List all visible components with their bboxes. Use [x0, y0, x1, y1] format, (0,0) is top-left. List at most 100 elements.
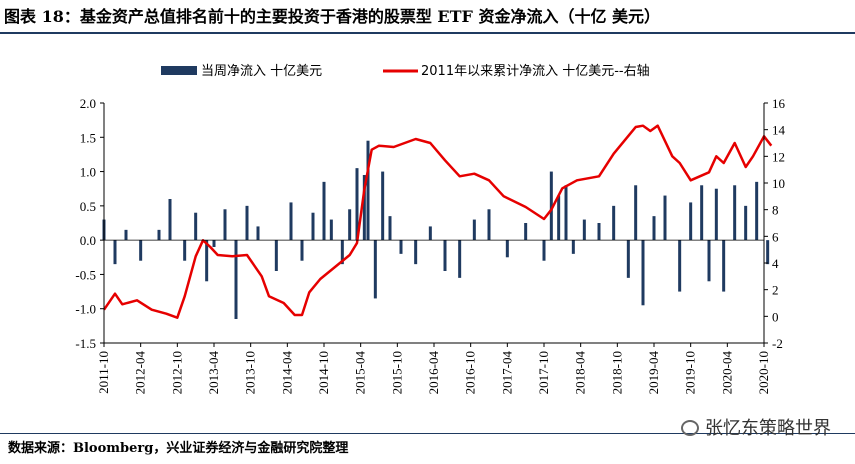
bar — [722, 240, 726, 292]
legend-bar-swatch — [161, 66, 197, 75]
bar — [549, 171, 553, 241]
bar — [399, 240, 403, 254]
legend-label-weekly: 当周净流入 十亿美元 — [201, 64, 322, 79]
bar — [689, 202, 693, 241]
bar — [472, 219, 476, 241]
y-left-tick-label: 0.5 — [80, 199, 96, 214]
bar — [557, 195, 561, 241]
bar — [626, 240, 630, 278]
bar — [348, 209, 352, 241]
y-right-tick-label: 12 — [772, 149, 785, 164]
x-tick-label: 2016-04 — [426, 351, 441, 395]
y-right-tick-label: 6 — [772, 229, 779, 244]
bar — [373, 240, 377, 299]
bar — [505, 240, 509, 258]
bar — [355, 168, 359, 241]
x-tick-label: 2013-10 — [243, 351, 258, 394]
bar — [388, 216, 392, 241]
title-divider — [0, 32, 855, 34]
bar — [542, 240, 546, 261]
chart-title: 图表 18：基金资产总值排名前十的主要投资于香港的股票型 ETF 资金净流入（十… — [4, 7, 661, 26]
x-tick-label: 2014-10 — [316, 351, 331, 394]
bar — [612, 205, 616, 241]
x-tick-label: 2018-10 — [609, 351, 624, 394]
bar — [300, 240, 304, 261]
bar-series-weekly-inflow — [102, 140, 770, 319]
watermark-text: 张忆东策略世界 — [705, 418, 831, 439]
bar — [443, 240, 447, 271]
x-tick-label: 2012-10 — [169, 351, 184, 394]
bar — [274, 240, 278, 271]
wechat-icon — [681, 420, 699, 436]
bar — [571, 240, 575, 254]
bar — [524, 223, 528, 241]
bar — [755, 181, 759, 241]
x-tick-label: 2017-04 — [499, 351, 514, 395]
y-right-tick-label: 14 — [772, 123, 786, 138]
y-right-tick-label: 10 — [772, 176, 785, 191]
bar — [414, 240, 418, 265]
bar — [744, 205, 748, 241]
bar — [157, 229, 161, 241]
chart-axes: 2.01.51.00.50.0-0.5-1.0-1.51614121086420… — [75, 96, 785, 394]
bar — [322, 181, 326, 241]
y-right-tick-label: 16 — [772, 96, 786, 111]
bar — [458, 240, 462, 278]
x-tick-label: 2013-04 — [206, 351, 221, 395]
bar — [733, 185, 737, 241]
y-right-tick-label: 2 — [772, 283, 779, 298]
y-right-tick-label: 4 — [772, 256, 779, 271]
bar — [663, 195, 667, 241]
watermark: 张忆东策略世界 — [681, 414, 831, 440]
chart-canvas: 2.01.51.00.50.0-0.5-1.0-1.51614121086420… — [75, 64, 785, 394]
bar — [139, 240, 143, 261]
bar — [714, 188, 718, 241]
bar — [766, 240, 770, 265]
bar — [194, 212, 198, 241]
bar — [256, 226, 260, 241]
cumulative-line — [102, 124, 773, 319]
bar — [641, 240, 645, 306]
bar — [168, 199, 172, 241]
bar — [700, 185, 704, 241]
bar — [205, 240, 209, 282]
y-right-tick-label: 0 — [772, 309, 779, 324]
x-tick-label: 2012-04 — [133, 351, 148, 395]
bar — [124, 229, 128, 241]
bar — [487, 209, 491, 241]
y-left-tick-label: -1.5 — [75, 336, 96, 351]
x-tick-label: 2016-10 — [463, 351, 478, 394]
bar — [245, 205, 249, 241]
bar — [212, 240, 216, 247]
x-tick-label: 2019-10 — [683, 351, 698, 394]
x-tick-label: 2015-04 — [353, 351, 368, 395]
x-tick-label: 2014-04 — [279, 351, 294, 395]
x-tick-label: 2011-10 — [96, 351, 111, 394]
bar — [678, 240, 682, 292]
bar — [113, 240, 117, 265]
bar — [707, 240, 711, 282]
bar — [366, 140, 370, 241]
bar — [289, 202, 293, 241]
bar — [428, 226, 432, 241]
bar — [311, 212, 315, 241]
x-tick-label: 2018-04 — [573, 351, 588, 395]
chart-legend: 当周净流入 十亿美元 2011年以来累计净流入 十亿美元--右轴 — [161, 64, 650, 79]
bar — [340, 240, 344, 265]
footer-divider — [0, 433, 855, 434]
y-left-tick-label: 1.5 — [80, 130, 96, 145]
y-left-tick-label: -0.5 — [75, 267, 96, 282]
bar — [564, 185, 568, 241]
bar — [329, 219, 333, 241]
x-tick-label: 2017-10 — [536, 351, 551, 394]
bar — [634, 185, 638, 241]
x-tick-label: 2019-04 — [646, 351, 661, 395]
data-source: 数据来源：Bloomberg，兴业证券经济与金融研究院整理 — [8, 441, 349, 456]
bar — [223, 209, 227, 241]
bar — [234, 240, 238, 319]
x-tick-label: 2015-10 — [389, 351, 404, 394]
x-tick-label: 2020-04 — [719, 351, 734, 395]
x-tick-label: 2020-10 — [756, 351, 771, 394]
legend-label-cumulative: 2011年以来累计净流入 十亿美元--右轴 — [421, 64, 650, 79]
y-right-tick-label: 8 — [772, 203, 779, 218]
